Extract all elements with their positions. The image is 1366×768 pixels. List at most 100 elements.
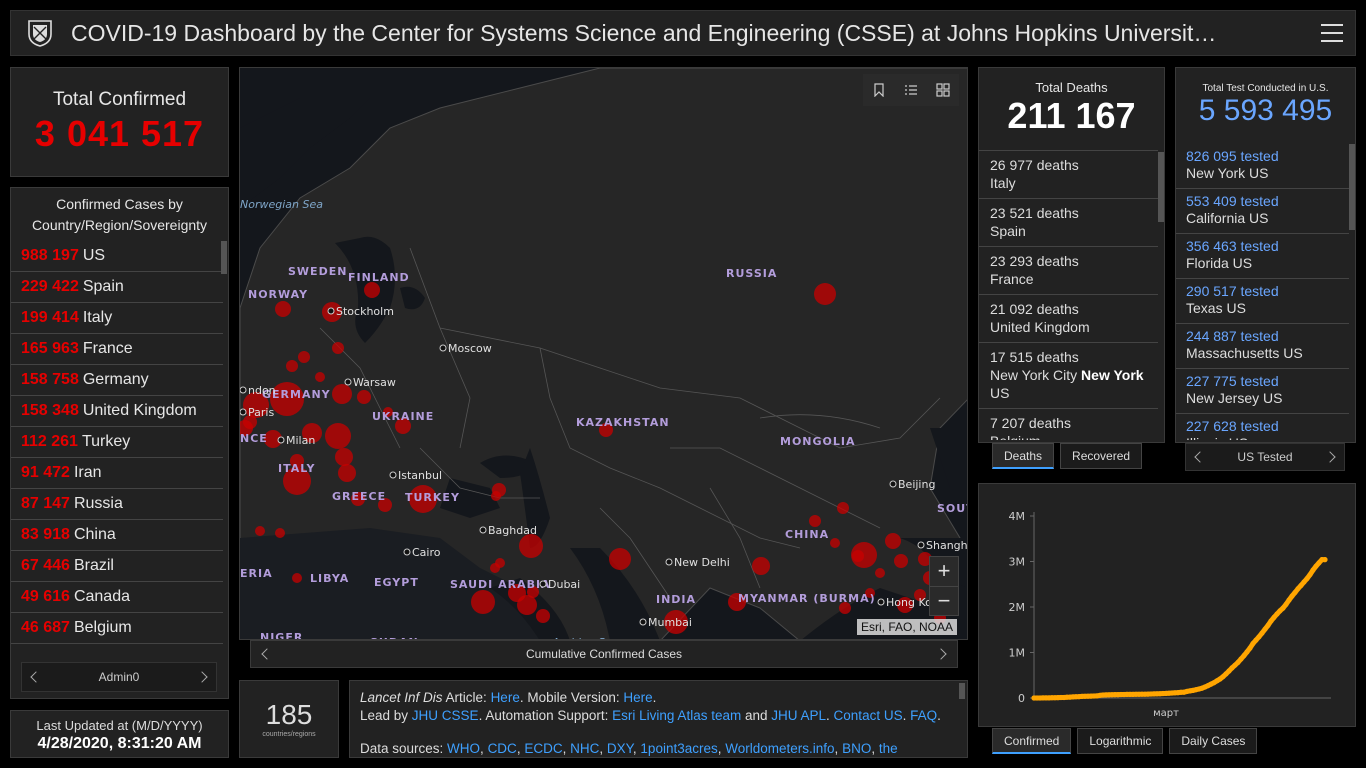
list-item[interactable]: 21 092 deaths United Kingdom [979,295,1158,343]
case-marker[interactable] [325,423,351,449]
data-point[interactable] [1244,649,1250,655]
list-item[interactable]: 23 293 deaths France [979,247,1158,295]
mobile-version-link[interactable]: Here [623,690,653,705]
confirmed-list[interactable]: 988 197 US 229 422 Spain 199 414 Italy 165 963… [11,241,223,659]
data-source-link[interactable]: Worldometers.info [725,741,835,756]
contact-link[interactable]: Contact US [833,708,903,723]
chevron-right-icon[interactable] [935,648,947,660]
data-point[interactable] [1253,637,1259,643]
case-marker[interactable] [728,593,746,611]
tests-list[interactable]: 826 095 tested New York US 553 409 tested C… [1176,144,1349,440]
data-source-link[interactable]: DXY [606,741,633,756]
list-item[interactable]: 158 348 United Kingdom [11,396,223,427]
case-marker[interactable] [664,610,688,634]
chevron-left-icon[interactable] [261,648,273,660]
data-point[interactable] [1259,630,1265,636]
case-marker[interactable] [885,533,901,549]
data-point[interactable] [1256,634,1262,640]
data-source-link[interactable]: CDC [487,741,517,756]
data-point[interactable] [1271,614,1277,620]
case-marker[interactable] [335,448,353,466]
tab-confirmed[interactable]: Confirmed [992,728,1072,754]
case-marker[interactable] [290,454,304,468]
cases-chart[interactable]: 0 1M 2M 3M 4M март [979,484,1355,726]
case-marker[interactable] [918,552,932,566]
case-marker[interactable] [865,588,875,598]
data-point[interactable] [1283,601,1289,607]
case-marker[interactable] [283,467,311,495]
case-marker[interactable] [395,418,411,434]
data-point[interactable] [1298,582,1304,589]
case-marker[interactable] [302,423,322,443]
data-point[interactable] [1304,576,1310,582]
list-item[interactable]: 356 463 tested Florida US [1176,234,1349,279]
case-marker[interactable] [383,407,393,417]
data-source-link[interactable]: BNO [842,741,872,756]
data-source-link[interactable]: ECDC [524,741,563,756]
case-marker[interactable] [351,492,365,506]
data-point[interactable] [1307,572,1313,578]
zoom-in-button[interactable]: + [937,558,951,583]
data-point[interactable] [1250,640,1256,647]
tab-deaths[interactable]: Deaths [992,443,1055,469]
data-source-link[interactable]: the [878,741,898,756]
case-marker[interactable] [286,360,298,372]
list-item[interactable]: 988 197 US [11,241,223,272]
case-marker[interactable] [837,502,849,514]
case-marker[interactable] [599,423,613,437]
case-marker[interactable] [609,548,631,570]
data-point[interactable] [1301,579,1307,585]
data-point[interactable] [1268,618,1274,624]
list-item[interactable]: 227 628 testedIllinois US [1176,414,1349,440]
case-marker[interactable] [338,464,356,482]
case-marker[interactable] [298,351,310,363]
list-item[interactable]: 165 963 France [11,334,223,365]
list-item[interactable]: 49 616 Canada [11,582,223,613]
chevron-right-icon[interactable] [196,671,208,683]
data-source-link[interactable]: 1point3acres [640,741,718,756]
list-item[interactable]: 158 758 Germany [11,365,223,396]
basemap-gallery-icon[interactable] [936,83,950,97]
case-marker[interactable] [536,609,550,623]
data-source-link[interactable]: WHO [447,741,481,756]
list-item[interactable]: 290 517 tested Texas US [1176,279,1349,324]
chevron-right-icon[interactable] [1324,451,1336,463]
data-point[interactable] [1262,626,1268,632]
data-point[interactable] [1322,557,1328,563]
list-item[interactable]: 227 775 tested New Jersey US [1176,369,1349,414]
tests-scrollbar[interactable] [1349,144,1355,230]
list-item[interactable]: 26 977 deaths Italy [979,151,1158,199]
case-marker[interactable] [240,420,253,436]
case-marker[interactable] [471,590,495,614]
case-marker[interactable] [243,392,269,418]
case-marker[interactable] [332,342,344,354]
list-item[interactable]: 112 261 Turkey [11,427,223,458]
case-marker[interactable] [914,589,926,601]
list-item[interactable]: 23 521 deaths Spain [979,199,1158,247]
case-marker[interactable] [752,557,770,575]
jhu-apl-link[interactable]: JHU APL [771,708,827,723]
list-item[interactable]: 826 095 tested New York US [1176,144,1349,189]
esri-link[interactable]: Esri Living Atlas team [612,708,742,723]
case-marker[interactable] [491,491,501,501]
bookmark-icon[interactable] [872,83,886,97]
list-item[interactable]: 244 887 tested Massachusetts US [1176,324,1349,369]
case-marker[interactable] [897,597,913,613]
case-marker[interactable] [264,430,282,448]
case-marker[interactable] [270,382,304,416]
map-canvas[interactable]: Norwegian Sea SWEDEN FINLAND NORWAY RUSSIA St… [240,68,968,640]
data-point[interactable] [1241,653,1247,659]
list-item[interactable]: 91 472 Iran [11,458,223,489]
case-marker[interactable] [519,534,543,558]
case-marker[interactable] [830,538,840,548]
data-point[interactable] [1310,567,1316,573]
case-marker[interactable] [378,498,392,512]
case-marker[interactable] [814,283,836,305]
jhu-csse-link[interactable]: JHU CSSE [411,708,479,723]
list-item[interactable]: 67 446 Brazil [11,551,223,582]
article-link[interactable]: Here [490,690,520,705]
zoom-out-button[interactable]: − [930,586,958,615]
data-point[interactable] [1235,659,1241,665]
case-marker[interactable] [315,372,325,382]
sources-scrollbar[interactable] [959,683,965,699]
